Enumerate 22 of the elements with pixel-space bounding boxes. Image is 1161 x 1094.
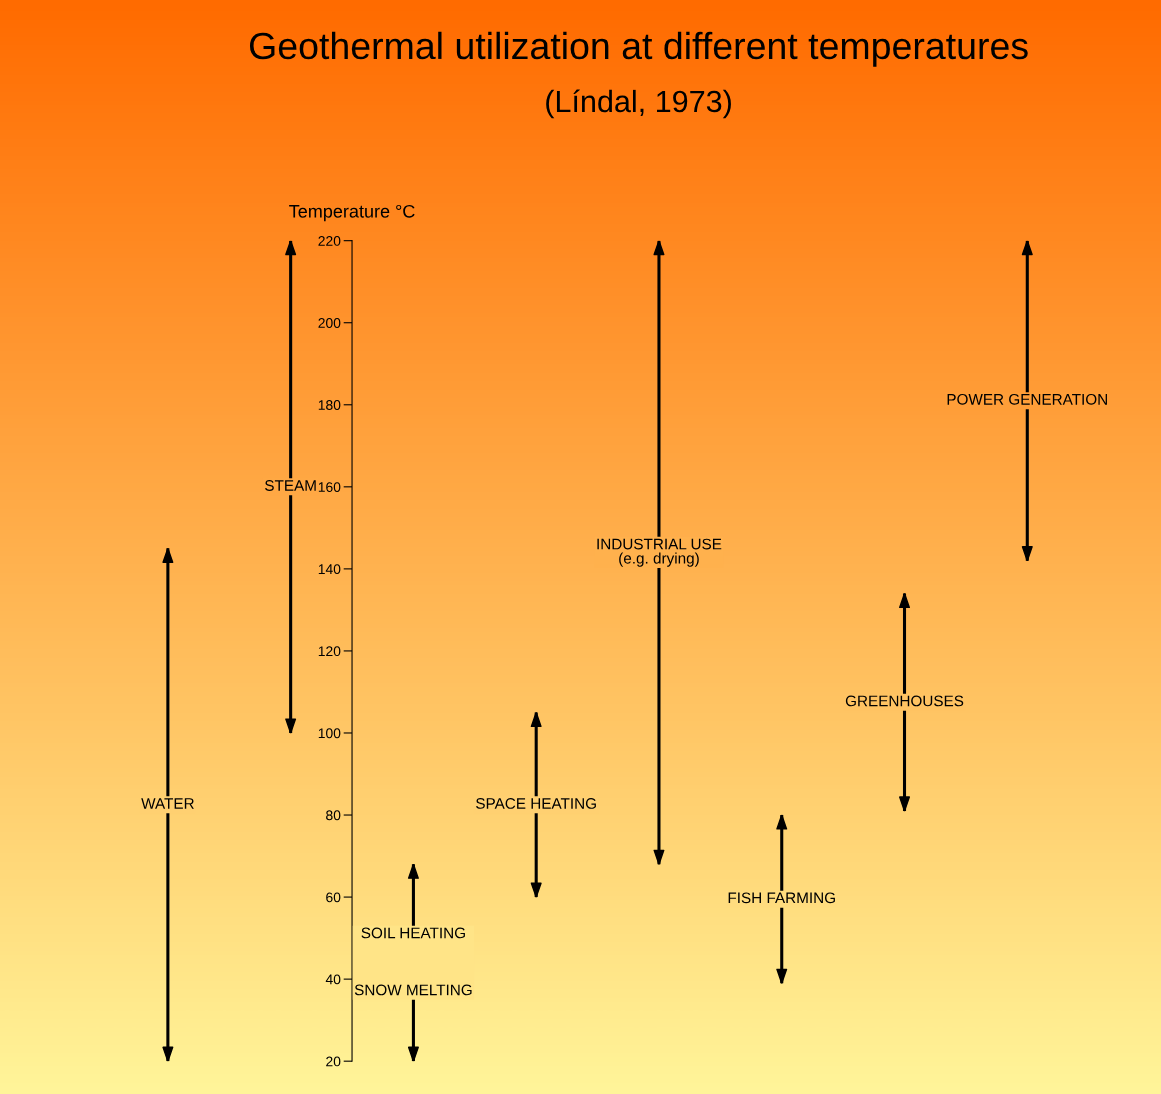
x-tick-label: POWER GENERATION bbox=[947, 393, 1107, 405]
y-axis-title: Temperature °C bbox=[289, 204, 415, 222]
y-tick-label: 40 bbox=[325, 974, 341, 985]
x-tick-label: FISH FARMING bbox=[728, 892, 835, 904]
y-tick-label: 120 bbox=[318, 646, 341, 657]
y-tick-label: 20 bbox=[326, 1056, 341, 1067]
y-tick-label: 180 bbox=[318, 400, 341, 410]
category-label: SOIL HEATING SNOW MELTING bbox=[354, 927, 472, 996]
x-tick-label: WATER bbox=[141, 798, 194, 809]
x-tick-label: SPACE HEATING bbox=[476, 798, 596, 809]
y-tick-label: 80 bbox=[326, 810, 341, 821]
chart-subtitle: (Líndal, 1973) bbox=[546, 89, 731, 119]
x-tick-label: STEAM bbox=[265, 480, 316, 491]
chart-title: Geothermal utilization at different temperatures bbox=[249, 31, 1028, 67]
y-tick-label: 200 bbox=[318, 318, 341, 328]
y-tick-label: 100 bbox=[318, 728, 341, 739]
y-tick-label: 60 bbox=[326, 892, 341, 903]
y-tick-label: 140 bbox=[318, 564, 341, 575]
y-tick-label: 160 bbox=[318, 482, 341, 492]
y-tick-label: 220 bbox=[318, 236, 341, 246]
x-tick-label: INDUSTRIAL USE (e.g. drying) bbox=[597, 538, 722, 567]
x-tick-label: GREENHOUSES bbox=[845, 695, 964, 707]
